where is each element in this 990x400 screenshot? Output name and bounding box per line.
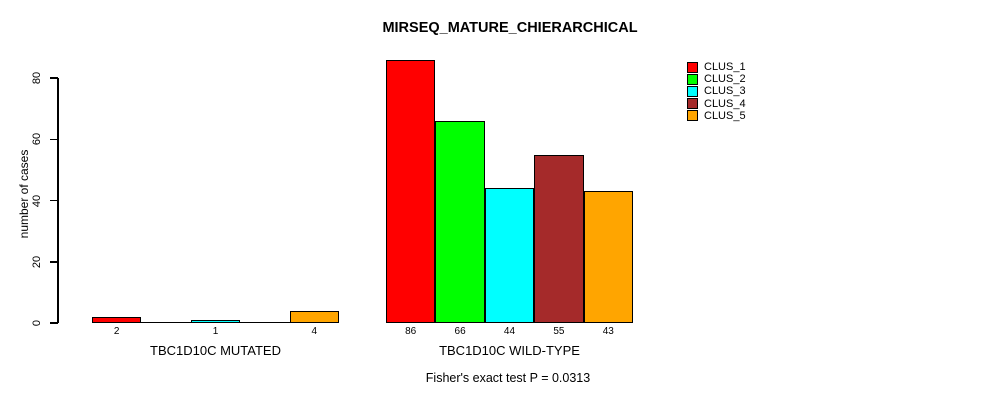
- legend-label: CLUS_1: [704, 61, 746, 74]
- bar-value-label: 55: [553, 326, 565, 337]
- y-axis-tick: [50, 77, 58, 79]
- y-axis-tick-label: 20: [31, 255, 43, 268]
- legend-row: CLUS_3: [687, 85, 746, 97]
- legend-label: CLUS_5: [704, 109, 746, 122]
- group-label-1: TBC1D10C MUTATED: [150, 343, 281, 358]
- y-axis-tick: [50, 199, 58, 202]
- y-axis-tick: [50, 261, 58, 263]
- bar-clus_2-group2: [435, 120, 485, 323]
- annotation-text: Fisher's exact test P = 0.0313: [425, 371, 591, 385]
- legend: CLUS_1 CLUS_2 CLUS_3 CLUS_4 CLUS_5: [687, 61, 746, 122]
- legend-row: CLUS_2: [687, 73, 746, 85]
- y-axis-tick: [50, 138, 58, 140]
- group-label-2: TBC1D10C WILD-TYPE: [439, 343, 580, 358]
- legend-swatch-clus_2: [687, 73, 698, 85]
- bar-clus_5-group1: [289, 310, 339, 323]
- bar-clus_4-group2: [534, 154, 584, 323]
- chart-title: MIRSEQ_MATURE_CHIERARCHICAL: [382, 20, 638, 36]
- bar-value-label: 4: [311, 326, 318, 337]
- bar-value-label: 86: [405, 326, 417, 337]
- legend-swatch-clus_3: [687, 85, 698, 97]
- bar-value-label: 2: [113, 326, 120, 337]
- bar-clus_3-group1: [190, 319, 241, 323]
- bar-clus_1-group1: [92, 316, 142, 323]
- y-axis-tick: [50, 322, 58, 324]
- legend-row: CLUS_5: [687, 110, 746, 122]
- legend-label: CLUS_2: [704, 73, 746, 86]
- bar-clus_1-group2: [386, 59, 436, 323]
- legend-label: CLUS_3: [704, 85, 746, 98]
- legend-row: CLUS_1: [687, 61, 746, 73]
- bar-clus_3-group2: [484, 188, 535, 323]
- legend-swatch-clus_4: [687, 98, 698, 110]
- bar-value-label: 43: [602, 326, 614, 337]
- bar-value-label: 44: [503, 326, 516, 337]
- legend-row: CLUS_4: [687, 98, 746, 110]
- y-axis-tick-label: 40: [31, 194, 43, 207]
- bar-clus_5-group2: [583, 191, 633, 323]
- bar-value-label: 66: [454, 326, 466, 337]
- bar-value-label: 1: [212, 326, 219, 337]
- y-axis-tick-label: 60: [31, 133, 43, 146]
- legend-label: CLUS_4: [704, 97, 746, 110]
- legend-swatch-clus_5: [687, 110, 698, 122]
- legend-swatch-clus_1: [687, 61, 698, 73]
- y-axis-tick-label: 80: [31, 71, 43, 85]
- y-axis-tick-label: 0: [31, 319, 43, 327]
- y-axis-label: number of cases: [17, 149, 31, 239]
